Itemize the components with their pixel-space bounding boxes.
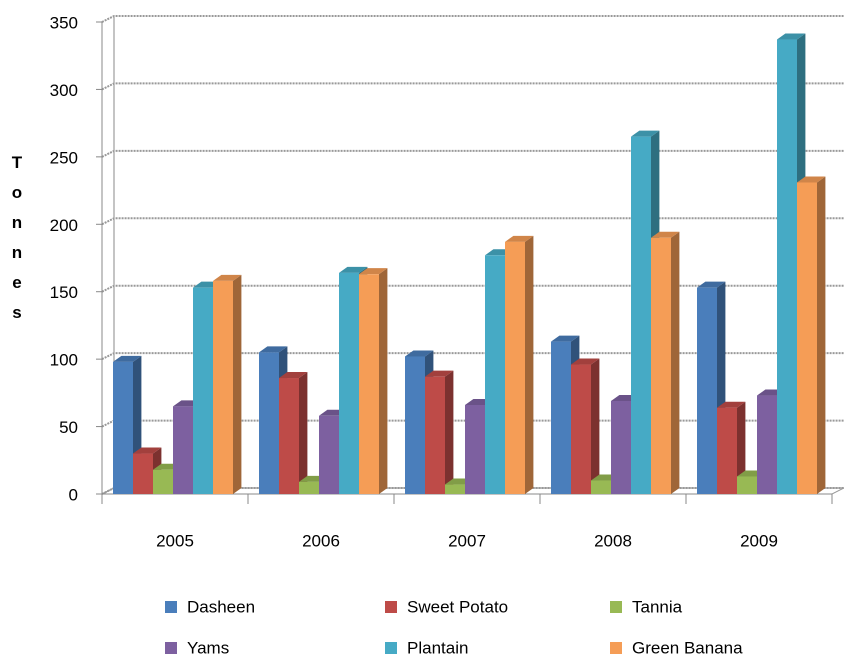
- bar-side: [591, 358, 600, 494]
- bar: [319, 415, 339, 494]
- bar-side: [233, 274, 242, 494]
- y-tick-label: 250: [50, 148, 78, 167]
- bar: [591, 480, 611, 494]
- bar: [113, 361, 133, 494]
- grid-line: [101, 82, 844, 91]
- grid-line: [101, 284, 844, 293]
- bar: [193, 287, 213, 494]
- bar: [611, 400, 631, 494]
- grid-line: [101, 149, 844, 158]
- bar-top: [631, 130, 660, 137]
- bar-top: [113, 355, 142, 362]
- legend-label: Dasheen: [187, 597, 255, 616]
- grid-line: [101, 352, 844, 361]
- bar: [213, 280, 233, 494]
- y-tick-label: 350: [50, 13, 78, 32]
- bar: [757, 395, 777, 494]
- bar-top: [651, 231, 680, 238]
- bar: [485, 255, 505, 494]
- legend-swatch: [610, 601, 622, 613]
- legend-label: Tannia: [632, 597, 683, 616]
- legend-swatch: [165, 642, 177, 654]
- legend-label: Plantain: [407, 638, 468, 657]
- bar-top: [505, 235, 534, 242]
- bar: [279, 378, 299, 494]
- bar: [505, 241, 525, 494]
- x-tick-label: 2007: [448, 531, 486, 550]
- bar: [425, 376, 445, 494]
- bar-top: [359, 268, 388, 275]
- bar: [737, 476, 757, 494]
- bar: [445, 484, 465, 494]
- bar-side: [737, 401, 746, 494]
- y-tick-label: 150: [50, 283, 78, 302]
- bar-top: [279, 372, 308, 379]
- bar: [153, 469, 173, 494]
- back-wall-edge: [101, 16, 115, 495]
- bar: [465, 404, 485, 494]
- bar-top: [339, 266, 368, 273]
- y-tick-label: 100: [50, 351, 78, 370]
- legend-label: Green Banana: [632, 638, 743, 657]
- grid-line: [101, 217, 844, 226]
- bar: [777, 39, 797, 494]
- y-axis-label: Tonnes: [11, 153, 23, 322]
- y-tick-label: 300: [50, 81, 78, 100]
- bar: [697, 287, 717, 494]
- bar-top: [133, 447, 162, 454]
- bar-top: [797, 176, 826, 183]
- x-tick-label: 2006: [302, 531, 340, 550]
- bar-side: [671, 231, 680, 494]
- bar-side: [299, 372, 308, 494]
- bar-top: [405, 350, 434, 357]
- bar-top: [551, 335, 580, 342]
- bar-side: [817, 176, 826, 495]
- bar-side: [445, 370, 454, 494]
- bar-side: [379, 268, 388, 494]
- bar: [259, 352, 279, 494]
- bar: [339, 272, 359, 494]
- y-tick-label: 50: [59, 418, 78, 437]
- bar: [651, 237, 671, 494]
- bar: [717, 407, 737, 494]
- bar: [299, 481, 319, 494]
- bar: [631, 136, 651, 494]
- x-tick-label: 2008: [594, 531, 632, 550]
- x-tick-label: 2009: [740, 531, 778, 550]
- bar-side: [525, 235, 534, 494]
- bar-top: [259, 346, 288, 353]
- legend-swatch: [385, 642, 397, 654]
- bar: [405, 356, 425, 494]
- bar-top: [213, 274, 242, 281]
- bar: [797, 182, 817, 495]
- bar: [571, 364, 591, 494]
- grid-line: [101, 15, 844, 23]
- legend-swatch: [165, 601, 177, 613]
- bar-top: [571, 358, 600, 365]
- x-tick-label: 2005: [156, 531, 194, 550]
- legend-label: Sweet Potato: [407, 597, 508, 616]
- legend-swatch: [610, 642, 622, 654]
- bar-top: [717, 401, 746, 408]
- legend-label: Yams: [187, 638, 229, 657]
- bar-top: [697, 281, 726, 288]
- bar-top: [425, 370, 454, 377]
- bar-top: [777, 33, 806, 40]
- y-tick-label: 200: [50, 216, 78, 235]
- bar: [173, 406, 193, 494]
- legend-swatch: [385, 601, 397, 613]
- bar: [133, 453, 153, 494]
- bar: [359, 274, 379, 494]
- bar: [551, 341, 571, 494]
- y-tick-label: 0: [69, 485, 78, 504]
